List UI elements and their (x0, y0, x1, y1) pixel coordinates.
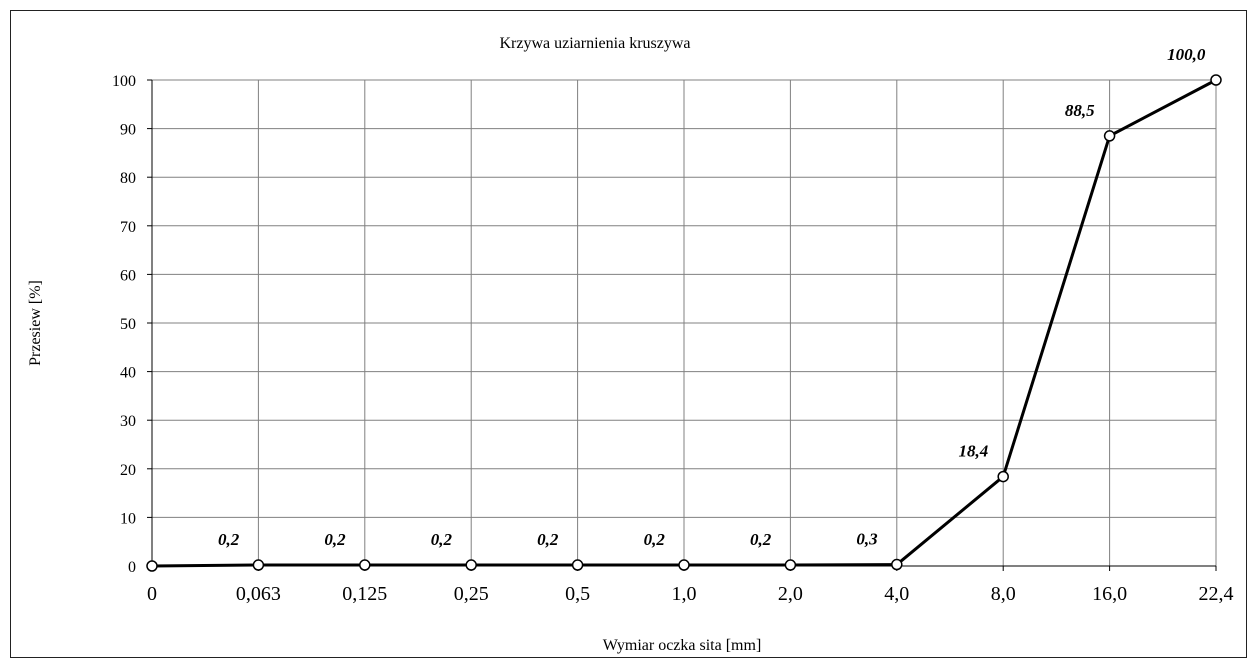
data-point (1210, 74, 1222, 86)
data-label: 18,4 (959, 442, 989, 461)
data-label: 0,2 (750, 530, 772, 549)
chart-frame (10, 10, 1247, 658)
data-label: 0,2 (431, 530, 453, 549)
data-point (465, 559, 477, 571)
data-point (784, 559, 797, 571)
data-label: 0,2 (537, 530, 559, 549)
y-tick-label: 0 (128, 559, 136, 576)
y-tick-label: 100 (112, 73, 136, 90)
x-axis-label: Wymiar oczka sita [mm] (603, 637, 762, 654)
data-label-layer: 0,2 0,2 0,2 0,2 0,2 0,2 0,3 18,4 88,5 100,0 (218, 45, 1206, 549)
y-tick-label: 90 (120, 122, 136, 139)
data-point (891, 558, 903, 571)
series-layer (146, 74, 1222, 572)
data-point (252, 559, 265, 571)
x-tick-label: 2,0 (778, 583, 803, 605)
y-tick-label: 10 (120, 510, 136, 527)
y-tick-label: 50 (120, 316, 136, 333)
y-tick-label: 80 (120, 170, 136, 187)
y-axis-label: Przesiew [%] (27, 280, 44, 366)
x-tick-label: 1,0 (672, 583, 697, 605)
data-label: 0,2 (644, 530, 666, 549)
data-point (997, 470, 1009, 483)
x-tick-label: 16,0 (1092, 583, 1127, 605)
data-point (146, 560, 158, 572)
y-tick-label: 40 (120, 365, 136, 382)
y-tick-label: 20 (120, 462, 136, 479)
chart-title: Krzywa uziarnienia kruszywa (499, 35, 690, 52)
data-point (1103, 130, 1116, 142)
data-point (678, 559, 690, 571)
x-tick-label: 0 (147, 583, 157, 605)
x-tick-label: 4,0 (884, 583, 909, 605)
data-label: 0,3 (856, 530, 878, 549)
x-tick-label: 22,4 (1199, 583, 1234, 605)
y-tick-label: 60 (120, 267, 136, 284)
x-tick-label: 0,125 (342, 583, 387, 605)
data-label: 100,0 (1167, 45, 1206, 64)
y-tick-label: 30 (120, 413, 136, 430)
data-label: 0,2 (218, 530, 240, 549)
x-tick-label: 0,063 (236, 583, 281, 605)
axis-layer: 0 10 20 30 40 50 60 70 80 90 100 0 0,063 0,125 0,25 0,5… (112, 73, 1234, 605)
x-tick-label: 8,0 (991, 583, 1016, 605)
data-label: 0,2 (324, 530, 346, 549)
data-label: 88,5 (1065, 101, 1095, 120)
x-tick-label: 0,5 (565, 583, 590, 605)
data-point (359, 559, 371, 571)
x-tick-label: 0,25 (454, 583, 489, 605)
data-point (571, 559, 584, 571)
grid-layer (151, 79, 1217, 567)
y-tick-label: 70 (120, 219, 136, 236)
